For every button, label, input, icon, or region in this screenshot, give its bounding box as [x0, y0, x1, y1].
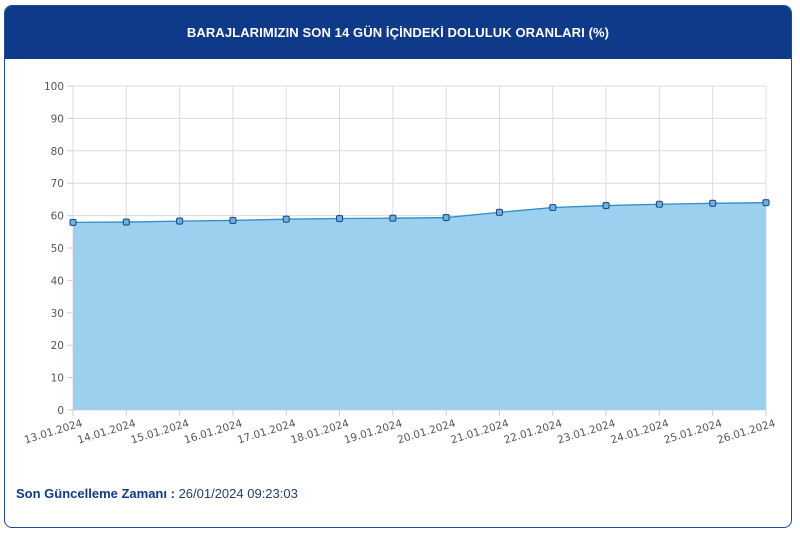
x-tick-label: 24.01.2024: [609, 417, 670, 446]
x-tick-label: 16.01.2024: [183, 417, 244, 446]
x-tick-label: 20.01.2024: [396, 417, 457, 446]
data-point[interactable]: [549, 203, 557, 212]
x-tick-label: 15.01.2024: [129, 417, 190, 446]
data-point[interactable]: [655, 200, 663, 208]
last-update-label: Son Güncelleme Zamanı :: [16, 486, 175, 501]
data-point[interactable]: [335, 214, 344, 223]
y-axis: 0 10 20 30 40 50 60 70 80 90 100: [44, 81, 73, 417]
last-update: Son Güncelleme Zamanı : 26/01/2024 09:23…: [16, 486, 298, 501]
data-point[interactable]: [176, 217, 184, 225]
x-tick-label: 13.01.2024: [23, 417, 84, 446]
area-fill: [73, 202, 766, 410]
series-area: [69, 199, 770, 410]
data-point[interactable]: [229, 216, 237, 225]
x-axis: 13.01.202414.01.202415.01.202416.01.2024…: [23, 410, 777, 446]
data-point[interactable]: [389, 214, 397, 222]
data-point[interactable]: [709, 199, 717, 207]
last-update-value: 26/01/2024 09:23:03: [178, 486, 298, 501]
y-tick-label: 40: [51, 275, 64, 287]
y-tick-label: 100: [44, 81, 64, 93]
data-point[interactable]: [442, 213, 450, 222]
y-tick-label: 30: [51, 308, 64, 320]
data-point[interactable]: [122, 218, 130, 226]
x-tick-label: 14.01.2024: [76, 417, 137, 446]
y-tick-label: 0: [57, 405, 64, 417]
x-tick-label: 26.01.2024: [716, 417, 777, 446]
chart-title: BARAJLARIMIZIN SON 14 GÜN İÇİNDEKİ DOLUL…: [5, 6, 791, 59]
y-tick-label: 80: [51, 146, 64, 158]
x-tick-label: 23.01.2024: [556, 417, 617, 446]
data-point[interactable]: [69, 218, 77, 226]
series-line: [72, 201, 767, 224]
data-point[interactable]: [495, 208, 504, 216]
y-tick-label: 60: [51, 211, 64, 223]
data-point[interactable]: [762, 199, 770, 207]
data-point[interactable]: [282, 215, 290, 223]
y-tick-label: 20: [51, 340, 64, 352]
x-tick-label: 19.01.2024: [343, 417, 404, 446]
y-tick-label: 10: [51, 373, 64, 385]
x-tick-label: 21.01.2024: [449, 417, 510, 446]
y-tick-label: 90: [51, 113, 64, 125]
x-tick-label: 22.01.2024: [503, 417, 564, 446]
data-point[interactable]: [602, 202, 610, 210]
y-tick-label: 50: [51, 243, 64, 255]
x-tick-label: 18.01.2024: [289, 417, 350, 446]
x-tick-label: 25.01.2024: [663, 417, 724, 446]
x-tick-label: 17.01.2024: [236, 417, 297, 446]
y-tick-label: 70: [51, 178, 64, 190]
